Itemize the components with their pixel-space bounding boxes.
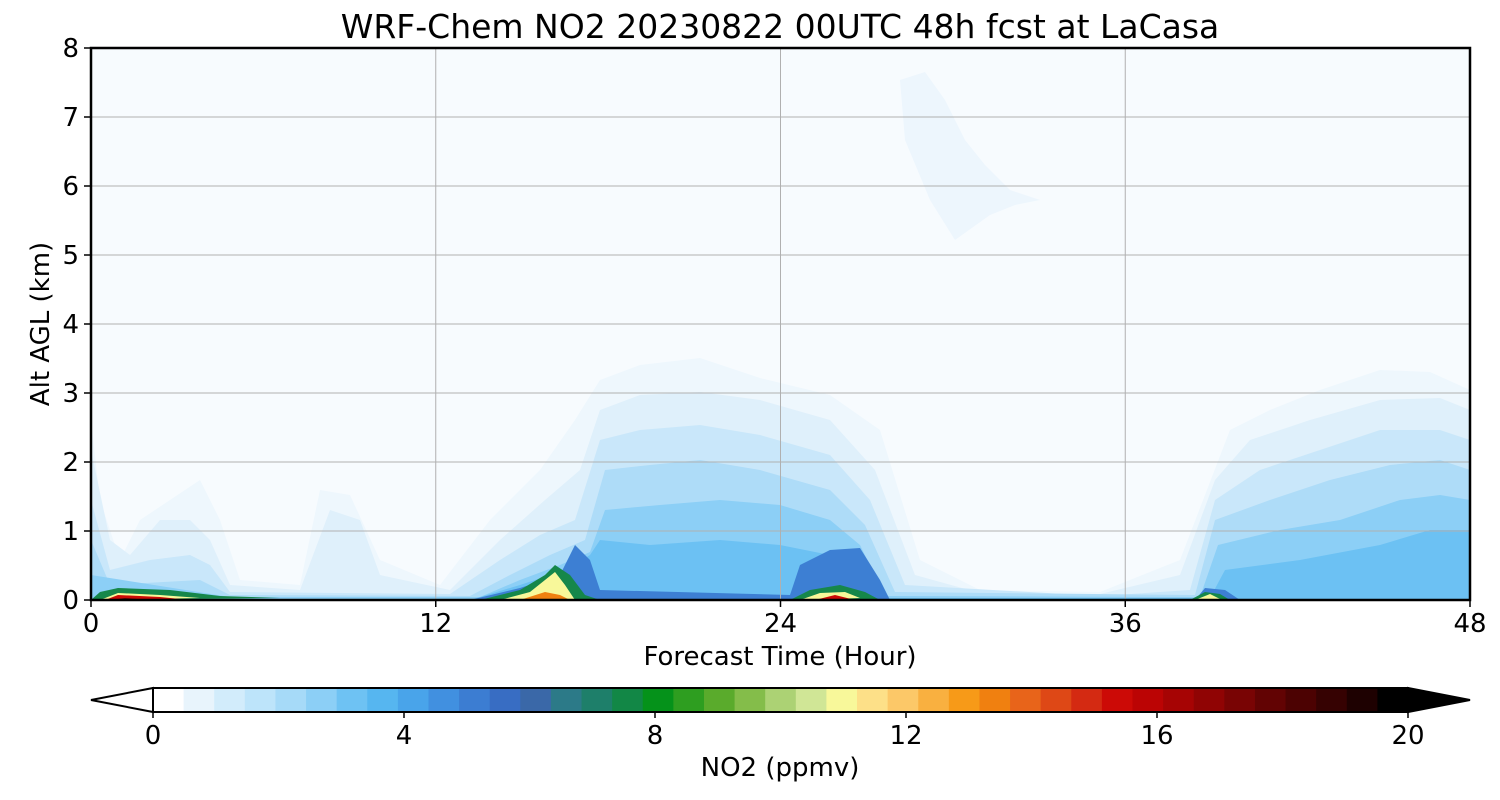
colorbar-cell [1346, 688, 1378, 712]
colorbar-cell [367, 688, 399, 712]
colorbar-cell [887, 688, 919, 712]
colorbar-tick-label: 16 [1140, 721, 1173, 751]
colorbar: 0 4 8 12 16 20 NO2 (ppmv) [90, 686, 1471, 783]
colorbar-cell [765, 688, 797, 712]
contour-level-8a [480, 565, 600, 600]
colorbar-cell [918, 688, 950, 712]
colorbar-extend-low [90, 686, 154, 714]
y-tick-label: 0 [62, 586, 79, 616]
colorbar-tick-label: 0 [145, 721, 162, 751]
y-axis-label: Alt AGL (km) [26, 242, 56, 406]
colorbar-cell [581, 688, 613, 712]
colorbar-cell [795, 688, 828, 712]
colorbar-cell [673, 688, 705, 712]
colorbar-cell [1132, 688, 1164, 712]
upper-plume [900, 72, 1040, 240]
colorbar-tick-label: 4 [396, 721, 413, 751]
colorbar-cell [1254, 688, 1287, 712]
colorbar-cell [1193, 688, 1225, 712]
y-tick-label: 4 [62, 310, 79, 340]
colorbar-cell [1101, 688, 1134, 712]
colorbar-tick-label: 20 [1391, 721, 1424, 751]
colorbar-cell [948, 688, 981, 712]
contour-level-9a [500, 572, 575, 600]
colorbar-cell [397, 688, 430, 712]
colorbar-cell [1285, 688, 1317, 712]
colorbar-tick-label: 12 [889, 721, 922, 751]
y-tick-label: 1 [62, 517, 79, 547]
colorbar-cell [459, 688, 491, 712]
colorbar-cell [1224, 688, 1256, 712]
colorbar-cell [489, 688, 521, 712]
x-tick-label: 0 [83, 609, 100, 639]
y-tick-label: 8 [62, 34, 79, 64]
y-tick-label: 6 [62, 172, 79, 202]
colorbar-cell [703, 688, 736, 712]
colorbar-cell [826, 688, 858, 712]
colorbar-cell [520, 688, 552, 712]
chart-title: WRF-Chem NO2 20230822 00UTC 48h fcst at … [341, 7, 1220, 46]
colorbar-cell [214, 688, 246, 712]
colorbar-cell [1071, 688, 1103, 712]
contour-level-6 [470, 530, 1470, 600]
colorbar-cell [153, 688, 185, 712]
colorbar-cell [183, 688, 215, 712]
colorbar-cell [857, 688, 889, 712]
x-tick-label: 24 [764, 609, 797, 639]
y-tick-label: 5 [62, 241, 79, 271]
contour-level-9c [1195, 594, 1222, 600]
y-axis: 0 1 2 3 4 5 6 7 8 [62, 34, 91, 616]
colorbar-cell [244, 688, 277, 712]
colorbar-cell [642, 688, 674, 712]
colorbar-cell [979, 688, 1011, 712]
x-axis: 0 12 24 36 48 [83, 600, 1487, 639]
colorbar-cell [1010, 688, 1042, 712]
x-tick-label: 48 [1453, 609, 1486, 639]
colorbar-cell [612, 688, 644, 712]
colorbar-tick-label: 8 [647, 721, 664, 751]
y-tick-label: 7 [62, 103, 79, 133]
y-tick-label: 3 [62, 379, 79, 409]
colorbar-cell [1040, 688, 1072, 712]
colorbar-cell [1377, 688, 1409, 712]
x-tick-label: 36 [1109, 609, 1142, 639]
colorbar-frame [152, 687, 1409, 713]
contour-level-10a [520, 592, 570, 600]
x-tick-label: 12 [419, 609, 452, 639]
colorbar-cell [428, 688, 460, 712]
colorbar-cell [1163, 688, 1195, 712]
colorbar-cell [306, 688, 338, 712]
colorbar-cell [1316, 688, 1348, 712]
colorbar-extend-high [1407, 686, 1471, 714]
grid [91, 48, 1470, 600]
colorbar-cell [336, 688, 368, 712]
colorbar-cell [550, 688, 583, 712]
x-axis-label: Forecast Time (Hour) [643, 642, 916, 672]
colorbar-label: NO2 (ppmv) [701, 753, 860, 783]
y-tick-label: 2 [62, 448, 79, 478]
colorbar-cell [734, 688, 766, 712]
colorbar-cell [275, 688, 307, 712]
